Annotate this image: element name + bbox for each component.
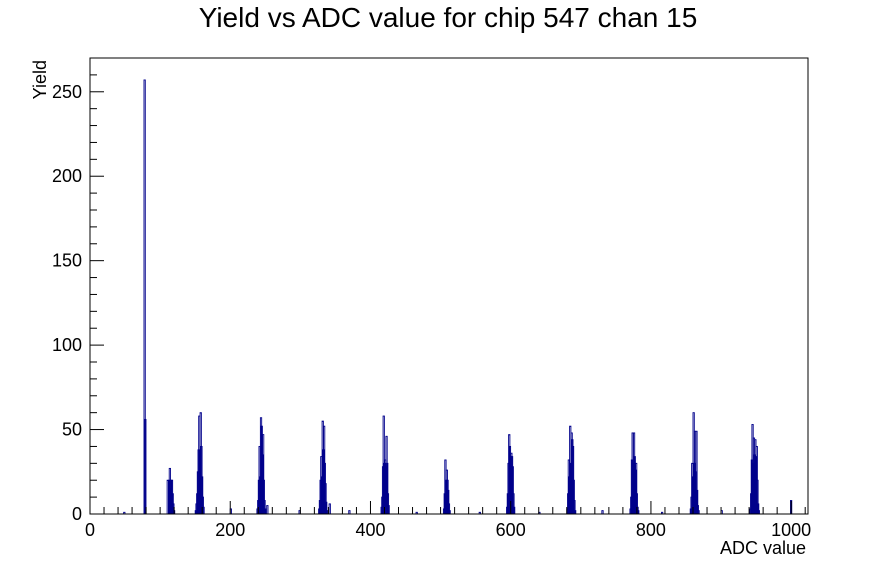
x-axis-title: ADC value <box>720 538 806 558</box>
y-tick-label: 250 <box>52 82 82 102</box>
x-tick-label: 1000 <box>771 520 811 540</box>
y-axis-ticks: 0 50 100 150 200 250 <box>52 57 104 524</box>
x-tick-label: 400 <box>355 520 385 540</box>
histogram-bin-99 <box>601 510 604 515</box>
y-tick-label: 100 <box>52 335 82 355</box>
y-tick-label: 0 <box>72 504 82 524</box>
x-tick-label: 0 <box>85 520 95 540</box>
x-axis-ticks: 0 200 400 600 800 1000 <box>85 501 811 540</box>
histogram-bin-37 <box>266 505 269 515</box>
y-tick-label: 50 <box>62 420 82 440</box>
histogram-bin-52 <box>348 510 351 515</box>
x-tick-label: 200 <box>215 520 245 540</box>
histogram-bars <box>123 79 793 515</box>
chart-title: Yield vs ADC value for chip 547 chan 15 <box>198 2 698 33</box>
x-tick-label: 800 <box>636 520 666 540</box>
plot-frame <box>89 57 809 515</box>
x-tick-label: 600 <box>496 520 526 540</box>
y-tick-label: 200 <box>52 166 82 186</box>
y-axis-title: Yield <box>30 60 50 99</box>
y-tick-label: 150 <box>52 251 82 271</box>
histogram-bin-51 <box>328 503 331 515</box>
